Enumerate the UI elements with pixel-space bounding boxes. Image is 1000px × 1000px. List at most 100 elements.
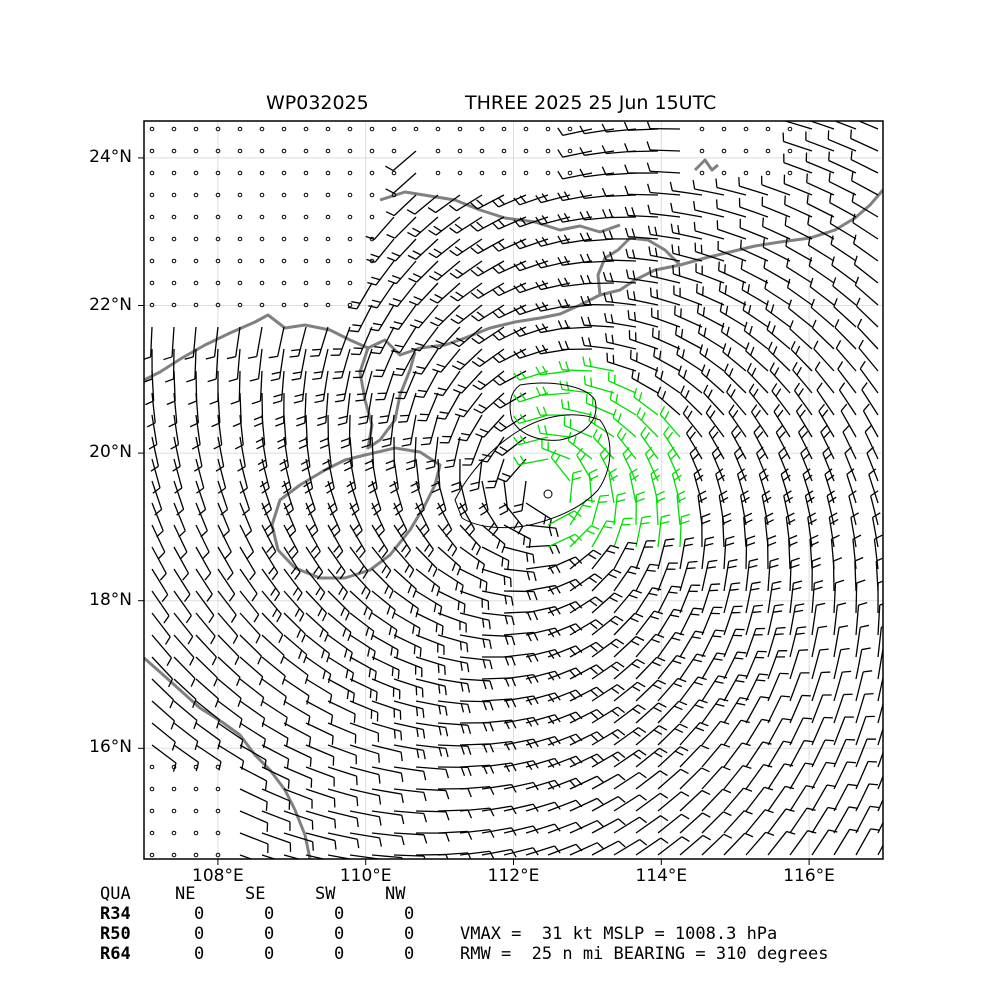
wind-barb [855,624,870,658]
wind-barb [723,719,750,746]
wind-barb [470,216,505,232]
wind-barb [371,656,400,680]
wind-barb [385,194,417,217]
wind-barb [393,524,411,558]
wind-barb [215,436,225,472]
wind-barb [437,524,458,557]
calm-marker [193,764,199,770]
wind-barb [625,269,659,284]
wind-barb-strong [613,517,633,548]
wind-barb [808,257,835,284]
radii-header-sw: SW [315,884,336,904]
calm-marker [193,302,199,308]
wind-barb [613,541,638,570]
wind-barb [471,326,505,345]
wind-barb [398,392,417,423]
wind-barb [437,830,473,840]
wind-barb [842,424,857,460]
wind-barb [481,740,517,751]
calm-marker [237,170,243,176]
wind-barb [272,370,285,405]
calm-marker [787,126,793,132]
wind-barb [674,325,703,350]
wind-barb [689,446,703,482]
wind-barb-strong [585,394,615,416]
wind-barb [371,678,401,700]
radii-row-label: R64 [100,944,131,964]
wind-barb [613,749,647,768]
wind-barb [371,634,399,659]
calm-marker [303,302,309,308]
wind-barb [723,535,735,570]
calm-marker [259,126,265,132]
axis-ticks [138,157,810,865]
wind-barb [716,220,747,240]
calm-marker [149,192,155,198]
calm-marker [545,170,551,176]
wind-barb [857,318,879,350]
wind-barb [415,656,446,675]
wind-barb [557,277,593,288]
wind-barb [371,700,402,720]
wind-barb [503,695,539,706]
wind-barb [693,221,725,240]
wind-barb [239,832,269,853]
wind-barb-strong [563,416,593,438]
wind-barb [653,347,681,372]
wind-barb [151,612,171,645]
wind-barb [481,546,510,570]
wind-barb [195,612,216,645]
wind-barb [718,490,729,526]
wind-barb [602,230,637,240]
wind-barb [415,568,441,597]
wind-barb [806,173,835,196]
calm-marker [193,830,199,836]
wind-barb [349,832,383,847]
calm-marker [479,148,485,154]
wind-barb [283,480,294,516]
wind-barb [195,480,207,516]
calm-marker [237,280,243,286]
wind-barb [525,564,561,575]
wind-barb [809,277,835,306]
wind-barb [745,535,756,570]
wind-barb [722,343,747,372]
wind-barb [602,251,637,262]
wind-barb [503,673,539,684]
wind-barb [833,806,858,834]
wind-barb [855,692,874,724]
wind-barb [855,760,878,790]
wind-barb [327,480,338,516]
wind-barb [478,436,505,463]
wind-barb [393,568,417,598]
wind-barb [547,711,583,724]
wind-barb [239,480,251,516]
wind-barb [195,568,213,602]
wind-barb [647,183,681,196]
wind-barb [283,810,314,830]
wind-barb [868,468,879,504]
calm-marker [435,126,441,132]
wind-barb [877,674,883,702]
wind-barb [415,546,438,577]
wind-barb [830,235,857,262]
wind-barb [626,289,659,306]
wind-barb [283,568,303,601]
calm-marker [149,808,155,814]
wind-barb [151,656,174,688]
wind-barb [261,832,292,852]
wind-barb [375,370,395,401]
wind-barb [334,370,351,403]
wind-barb [837,361,857,394]
wind-barb [327,612,352,642]
wind-barb [723,363,747,394]
wind-barb [804,490,815,526]
wind-barb [195,678,220,708]
radii-value: 0 [264,904,275,924]
wind-barb [535,193,571,204]
wind-barb [151,744,177,772]
wind-barb [783,153,813,174]
wind-barb [261,656,286,685]
calm-marker [281,214,287,220]
rmw-bearing-line: RMW = 25 n mi BEARING = 310 degrees [460,944,829,964]
